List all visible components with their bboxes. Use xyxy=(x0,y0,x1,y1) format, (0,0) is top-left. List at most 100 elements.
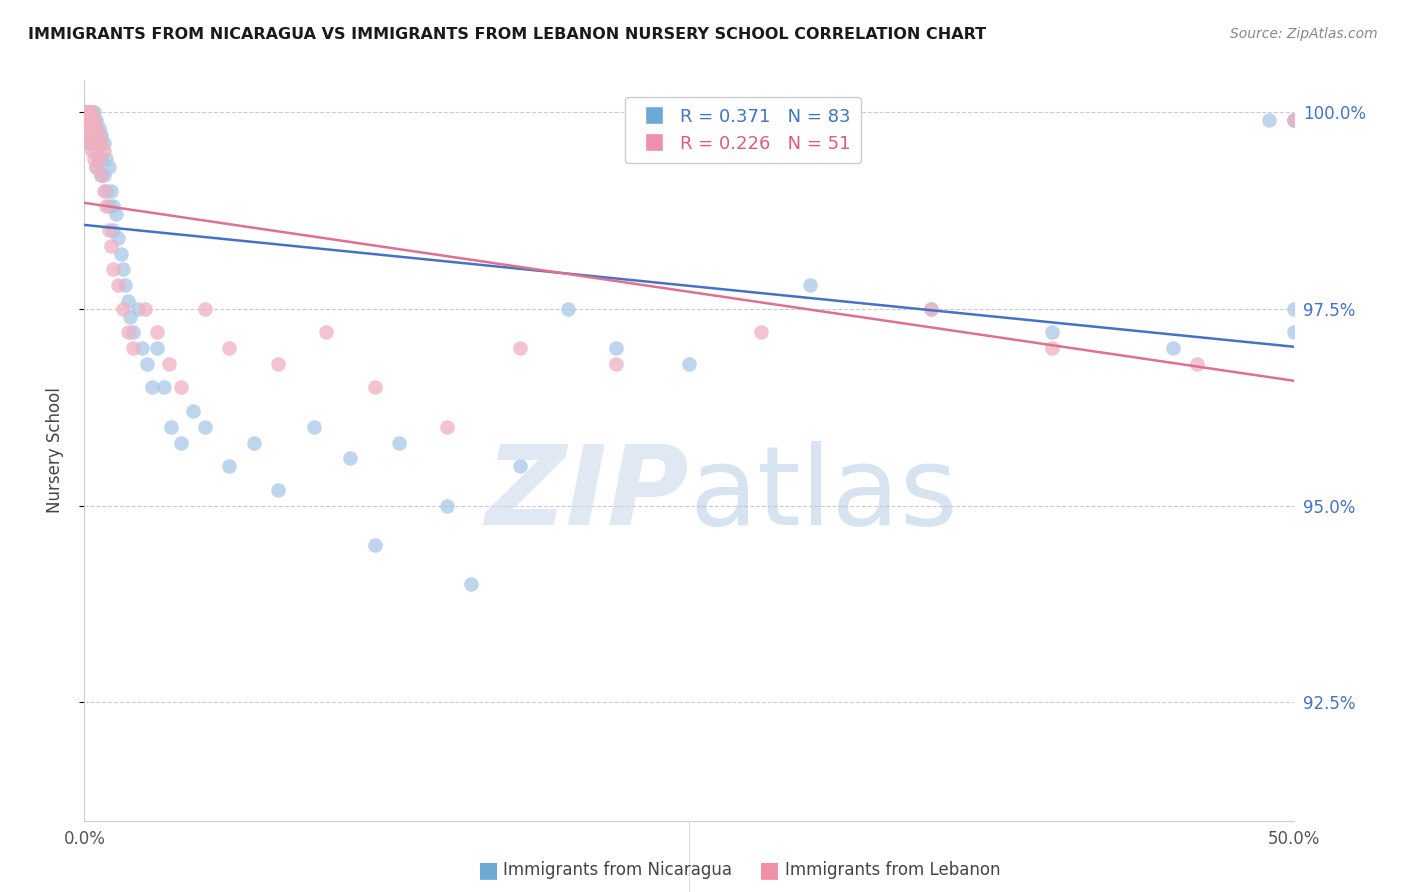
Point xyxy=(76,128,98,143)
Point xyxy=(107,231,129,245)
Point xyxy=(87,152,110,166)
Point xyxy=(80,128,103,143)
Point xyxy=(157,357,180,371)
Point xyxy=(112,301,135,316)
Point xyxy=(121,326,143,340)
Text: IMMIGRANTS FROM NICARAGUA VS IMMIGRANTS FROM LEBANON NURSERY SCHOOL CORRELATION : IMMIGRANTS FROM NICARAGUA VS IMMIGRANTS … xyxy=(28,27,986,42)
Text: Immigrants from Nicaragua: Immigrants from Nicaragua xyxy=(503,861,733,879)
Point xyxy=(194,301,217,316)
Point xyxy=(110,246,132,260)
Point xyxy=(170,380,193,394)
Point xyxy=(134,301,156,316)
Point xyxy=(87,152,110,166)
Point xyxy=(302,420,325,434)
Point xyxy=(436,499,458,513)
Point xyxy=(76,104,98,119)
Point xyxy=(77,136,100,151)
Point xyxy=(83,120,105,135)
Point xyxy=(104,207,127,221)
Point xyxy=(153,380,176,394)
Point xyxy=(87,136,110,151)
Point xyxy=(146,341,169,355)
Point xyxy=(363,380,385,394)
Point xyxy=(120,310,142,324)
Point xyxy=(77,112,100,127)
Point xyxy=(86,120,108,135)
Point xyxy=(267,483,290,497)
Point xyxy=(127,301,149,316)
Point xyxy=(83,152,105,166)
Point xyxy=(315,326,337,340)
Point xyxy=(605,341,627,355)
Point xyxy=(141,380,163,394)
Point xyxy=(76,104,98,119)
Point xyxy=(103,262,125,277)
Point xyxy=(76,104,98,119)
Point xyxy=(1040,341,1063,355)
Point xyxy=(107,278,129,293)
Legend: R = 0.371   N = 83, R = 0.226   N = 51: R = 0.371 N = 83, R = 0.226 N = 51 xyxy=(626,96,860,163)
Text: ■: ■ xyxy=(478,860,499,880)
Point xyxy=(77,104,100,119)
Point xyxy=(242,435,264,450)
Point xyxy=(1282,112,1305,127)
Point xyxy=(76,112,98,127)
Point xyxy=(920,301,942,316)
Point xyxy=(77,128,100,143)
Point xyxy=(83,112,105,127)
Point xyxy=(751,326,773,340)
Point xyxy=(1282,112,1305,127)
Point xyxy=(93,184,115,198)
Point xyxy=(76,104,98,119)
Point xyxy=(77,120,100,135)
Point xyxy=(100,184,122,198)
Point xyxy=(77,104,100,119)
Point xyxy=(799,278,821,293)
Point xyxy=(80,112,103,127)
Point xyxy=(86,160,108,174)
Point xyxy=(97,199,120,213)
Point xyxy=(83,128,105,143)
Text: Source: ZipAtlas.com: Source: ZipAtlas.com xyxy=(1230,27,1378,41)
Point xyxy=(93,168,115,182)
Point xyxy=(86,120,108,135)
Point xyxy=(509,459,531,474)
Point xyxy=(80,128,103,143)
Point xyxy=(436,420,458,434)
Point xyxy=(76,112,98,127)
Point xyxy=(1282,326,1305,340)
Point xyxy=(76,104,98,119)
Point xyxy=(86,136,108,151)
Point xyxy=(103,223,125,237)
Point xyxy=(94,152,117,166)
Point xyxy=(86,112,108,127)
Point xyxy=(121,341,143,355)
Point xyxy=(80,104,103,119)
Point xyxy=(87,128,110,143)
Y-axis label: Nursery School: Nursery School xyxy=(45,387,63,514)
Point xyxy=(93,144,115,158)
Point xyxy=(80,104,103,119)
Point xyxy=(97,160,120,174)
Point xyxy=(114,278,136,293)
Point xyxy=(460,577,482,591)
Point xyxy=(339,451,361,466)
Point xyxy=(1040,326,1063,340)
Point xyxy=(86,144,108,158)
Text: atlas: atlas xyxy=(689,442,957,549)
Point xyxy=(90,128,112,143)
Point xyxy=(76,112,98,127)
Point xyxy=(112,262,135,277)
Text: Immigrants from Lebanon: Immigrants from Lebanon xyxy=(785,861,1000,879)
Point xyxy=(77,120,100,135)
Point xyxy=(93,136,115,151)
Point xyxy=(86,160,108,174)
Point xyxy=(218,459,240,474)
Point xyxy=(1282,112,1305,127)
Point xyxy=(160,420,183,434)
Point xyxy=(76,120,98,135)
Point xyxy=(76,104,98,119)
Point xyxy=(77,104,100,119)
Point xyxy=(678,357,700,371)
Point xyxy=(77,112,100,127)
